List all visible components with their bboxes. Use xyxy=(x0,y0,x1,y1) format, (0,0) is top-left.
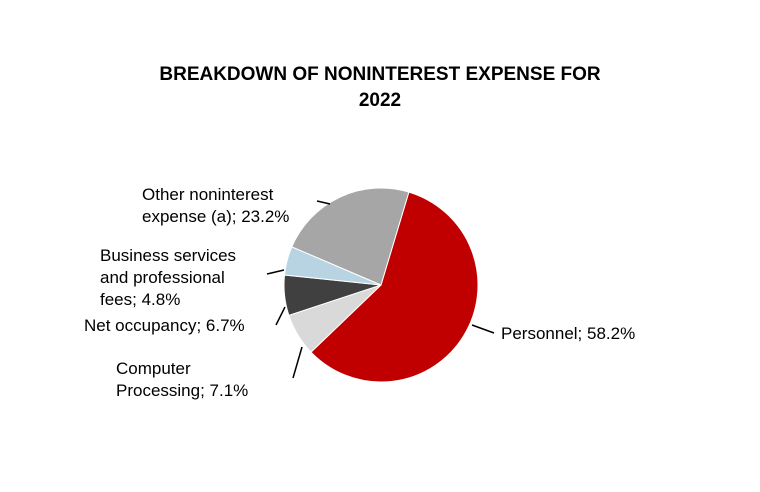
slice-label-2-line-0: Net occupancy; 6.7% xyxy=(84,316,245,335)
slice-label-4-line-1: expense (a); 23.2% xyxy=(142,207,290,226)
pie-slice-0 xyxy=(310,191,479,383)
slice-label-3-line-0: Business services xyxy=(100,246,237,265)
slice-label-4-line-0: Other noninterest xyxy=(142,185,274,204)
leader-line-1 xyxy=(292,346,303,379)
slice-label-3-line-2: fees; 4.8% xyxy=(100,290,181,309)
chart-title-line-2: 2022 xyxy=(358,90,402,111)
leader-line-0 xyxy=(471,324,495,334)
pie-slice-4 xyxy=(291,187,410,286)
slice-label-4: Other noninterest expense (a); 23.2% xyxy=(142,184,289,228)
slice-label-3: Business services and professional fees; 4… xyxy=(100,245,236,311)
chart-title: BREAKDOWN OF NONINTEREST EXPENSE FOR 202… xyxy=(0,62,760,114)
slice-label-3-line-1: and professional xyxy=(100,268,225,287)
chart-title-line-1: BREAKDOWN OF NONINTEREST EXPENSE FOR xyxy=(159,64,601,85)
slice-label-1: Computer Processing; 7.1% xyxy=(116,358,248,402)
leader-line-3 xyxy=(266,269,285,275)
slice-label-2: Net occupancy; 6.7% xyxy=(84,315,245,337)
leader-line-2 xyxy=(275,306,286,326)
slice-label-0-line-0: Personnel; 58.2% xyxy=(501,324,636,343)
slice-label-1-line-1: Processing; 7.1% xyxy=(116,381,249,400)
leader-line-4 xyxy=(316,200,331,205)
slice-label-1-line-0: Computer xyxy=(116,359,191,378)
slice-label-0: Personnel; 58.2% xyxy=(501,323,635,345)
